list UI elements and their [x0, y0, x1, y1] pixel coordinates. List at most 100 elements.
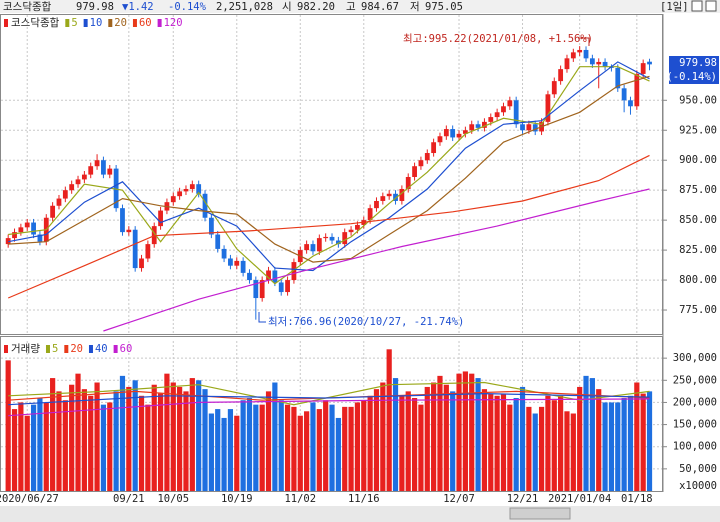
header-change-pct: -0.14% — [168, 1, 207, 13]
candle-body — [177, 191, 183, 197]
volume-bar — [221, 417, 227, 491]
candle-body — [564, 58, 570, 70]
volume-bar — [494, 395, 500, 491]
volume-bar — [100, 404, 107, 491]
legend-swatch — [45, 345, 50, 353]
legend-entry: 60 — [139, 17, 152, 29]
candle-body — [424, 153, 430, 161]
ma-line — [8, 66, 650, 285]
volume-bar — [431, 382, 437, 491]
header-change: ▼1.42 — [122, 1, 154, 13]
y-tick-label: 50,000 — [679, 463, 717, 475]
candle-body — [247, 272, 252, 281]
volume-bar — [526, 406, 532, 491]
volume-bar — [615, 402, 621, 491]
volume-bar — [240, 400, 246, 491]
volume-bar — [513, 398, 519, 491]
x-tick-label: 12/21 — [507, 493, 539, 505]
candle-body — [323, 236, 329, 239]
volume-bar — [373, 389, 380, 491]
scroll-thumb[interactable] — [509, 507, 571, 520]
legend-entry: 5 — [52, 343, 58, 355]
legend-swatch — [64, 345, 69, 353]
volume-bar — [75, 373, 81, 491]
candle-body — [126, 229, 132, 233]
volume-bar — [367, 395, 373, 491]
volume-bar — [386, 349, 392, 491]
candle-body — [412, 166, 417, 177]
volume-bar — [342, 406, 348, 491]
y-tick-label: 950.00 — [679, 94, 717, 106]
candle-body — [221, 248, 227, 259]
volume-bar — [450, 391, 456, 491]
volume-bar — [88, 395, 94, 491]
y-tick-label: 775.00 — [679, 304, 717, 316]
candle-body — [316, 238, 322, 252]
y-tick-label: 875.00 — [679, 184, 717, 196]
candle-body — [285, 280, 290, 293]
last-change: (-0.14%) — [666, 71, 717, 83]
volume-bar — [475, 378, 481, 491]
candle-body — [37, 234, 43, 242]
high-arrow — [578, 37, 590, 46]
volume-bar — [259, 404, 265, 491]
candle-body — [393, 193, 398, 201]
volume-bar — [18, 402, 24, 491]
volume-bar — [583, 375, 589, 491]
candle-body — [367, 208, 373, 221]
candle-body — [107, 168, 113, 175]
ma-line — [8, 392, 650, 406]
x-tick-label: 2020/06/27 — [0, 493, 59, 505]
last-price: 979.98 — [679, 57, 717, 69]
candle-body — [583, 49, 589, 59]
header-high-label: 고 — [346, 1, 356, 13]
candle-body — [170, 196, 176, 203]
scrollbar[interactable] — [0, 506, 720, 522]
close-button[interactable] — [705, 0, 717, 12]
candle-body — [374, 200, 379, 209]
ma-line — [8, 381, 650, 406]
candle-body — [558, 69, 564, 82]
volume-bar — [138, 395, 145, 491]
candle-body — [386, 193, 392, 197]
legend-swatch — [4, 19, 8, 27]
restore-button[interactable] — [691, 0, 703, 12]
volume-bar — [437, 375, 443, 491]
candle-body — [545, 94, 551, 122]
volume-bar — [170, 382, 176, 491]
volume-bar — [329, 404, 335, 491]
candle-body — [291, 262, 297, 281]
y-tick-label: 925.00 — [679, 124, 717, 136]
volume-bar — [265, 391, 272, 491]
volume-bar — [253, 404, 259, 491]
candle-body — [329, 236, 335, 241]
candle-body — [488, 117, 494, 122]
volume-bar — [37, 398, 43, 491]
volume-bar — [392, 378, 399, 491]
volume-bar — [507, 404, 513, 491]
volume-bar — [284, 404, 291, 491]
candle-body — [310, 244, 316, 252]
candle-body — [278, 282, 284, 293]
candle-body — [253, 280, 259, 299]
candle-body — [88, 166, 94, 175]
candle-body — [335, 240, 341, 245]
candle-body — [628, 100, 633, 107]
candle-body — [266, 270, 271, 281]
candle-body — [113, 168, 119, 209]
legend-entry: 10 — [90, 17, 103, 29]
volume-bar — [558, 395, 564, 491]
candle-body — [482, 121, 487, 128]
volume-bar — [443, 384, 449, 491]
legend-entry: 60 — [120, 343, 133, 355]
x-tick-label: 01/18 — [621, 493, 653, 505]
volume-bar — [107, 402, 113, 491]
volume-bar — [126, 386, 132, 491]
legend-title: 거래량 — [11, 343, 40, 355]
candle-body — [348, 229, 354, 233]
x-tick-label: 10/19 — [221, 493, 253, 505]
period[interactable]: [1일] — [660, 0, 689, 13]
candle-body — [380, 196, 386, 201]
candle-body — [158, 210, 163, 227]
y-tick-label: 300,000 — [673, 352, 717, 364]
